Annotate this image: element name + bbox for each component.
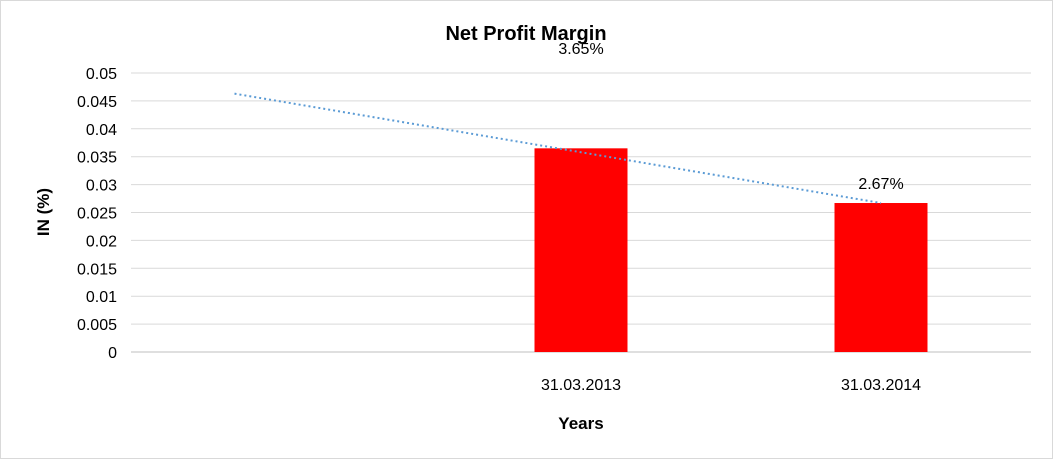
bar — [834, 203, 928, 352]
data-label: 2.67% — [858, 176, 903, 193]
y-tick-label: 0.04 — [86, 122, 117, 139]
y-tick-label: 0.005 — [77, 317, 117, 334]
y-tick-label: 0.03 — [86, 178, 117, 195]
x-tick-label: 31.03.2013 — [541, 377, 621, 394]
bars — [534, 148, 928, 352]
bar — [534, 148, 628, 352]
x-axis-title: Years — [558, 414, 603, 433]
data-labels: 3.65% 2.67% — [558, 41, 903, 193]
chart-title: Net Profit Margin — [445, 23, 606, 45]
y-tick-label: 0.025 — [77, 206, 117, 223]
y-tick-label: 0.035 — [77, 150, 117, 167]
y-tick-label: 0.05 — [86, 66, 117, 83]
trendline-layer — [234, 92, 882, 204]
x-tick-label: 31.03.2014 — [841, 377, 921, 394]
trendline — [234, 92, 882, 204]
data-label: 3.65% — [558, 41, 603, 58]
y-tick-label: 0.02 — [86, 233, 117, 250]
y-axis-ticks: 0 0.005 0.01 0.015 0.02 0.025 0.03 0.035 0.04 0.0… — [77, 66, 117, 362]
y-tick-label: 0.015 — [77, 261, 117, 278]
y-tick-label: 0.01 — [86, 289, 117, 306]
y-tick-label: 0.045 — [77, 94, 117, 111]
y-tick-label: 0 — [108, 345, 117, 362]
x-axis-ticks: 31.03.2013 31.03.2014 — [541, 377, 921, 394]
y-axis-title: IN (%) — [34, 188, 53, 236]
